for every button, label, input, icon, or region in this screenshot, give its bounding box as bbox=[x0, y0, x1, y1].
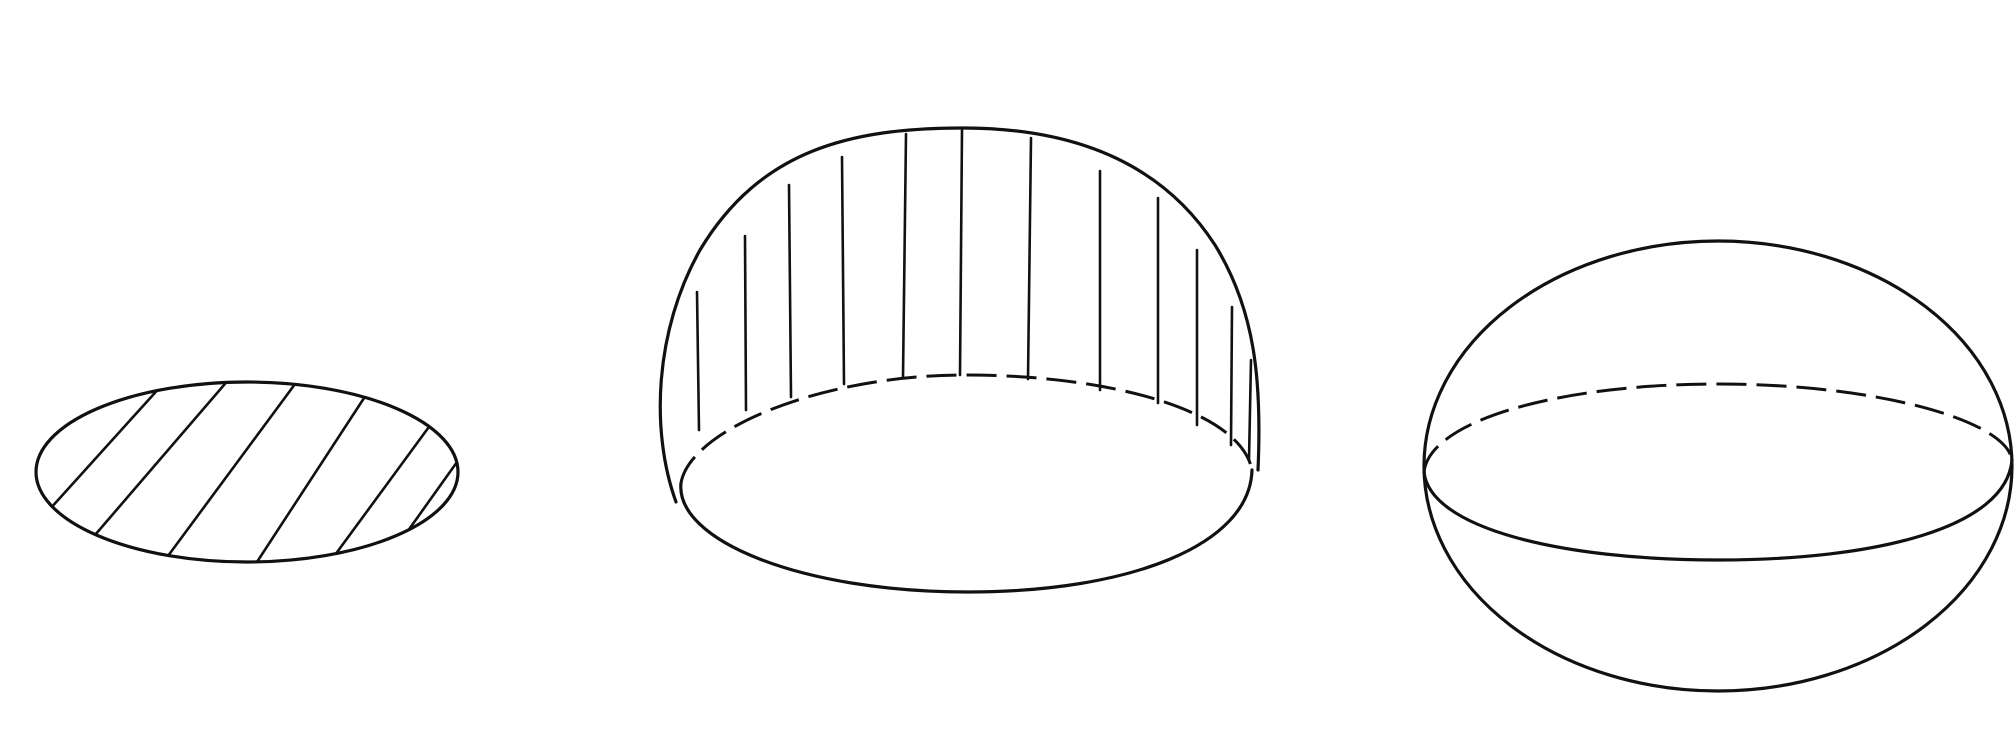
equator-front bbox=[1422, 458, 2014, 562]
equator-back-dashed bbox=[1422, 382, 2014, 473]
hatch-line bbox=[958, 128, 964, 377]
hatch-line bbox=[253, 390, 370, 562]
hatch-line bbox=[695, 290, 701, 432]
hatch-line bbox=[403, 453, 458, 537]
dome-arc bbox=[658, 126, 1261, 504]
hatch-line bbox=[1229, 305, 1234, 447]
disk-hatch-lines bbox=[38, 382, 458, 562]
hatch-line bbox=[1247, 358, 1253, 462]
hatch-line bbox=[1026, 136, 1033, 381]
hemisphere bbox=[658, 126, 1261, 594]
hatch-line bbox=[38, 383, 164, 522]
hatch-line bbox=[787, 183, 793, 399]
hatch-line bbox=[163, 382, 300, 562]
hatch-line bbox=[840, 155, 846, 386]
dome-hatch-lines bbox=[695, 128, 1253, 462]
hatch-line bbox=[333, 418, 436, 557]
sphere-with-equator bbox=[1422, 239, 2014, 693]
disk-outline bbox=[34, 380, 460, 564]
hatched-disk bbox=[34, 380, 460, 564]
hatch-line bbox=[93, 382, 232, 537]
base-front bbox=[679, 468, 1254, 594]
hatch-line bbox=[901, 132, 908, 379]
sphere-outline bbox=[1422, 239, 2014, 693]
base-back-dashed bbox=[679, 373, 1254, 484]
hatch-line bbox=[743, 234, 748, 412]
